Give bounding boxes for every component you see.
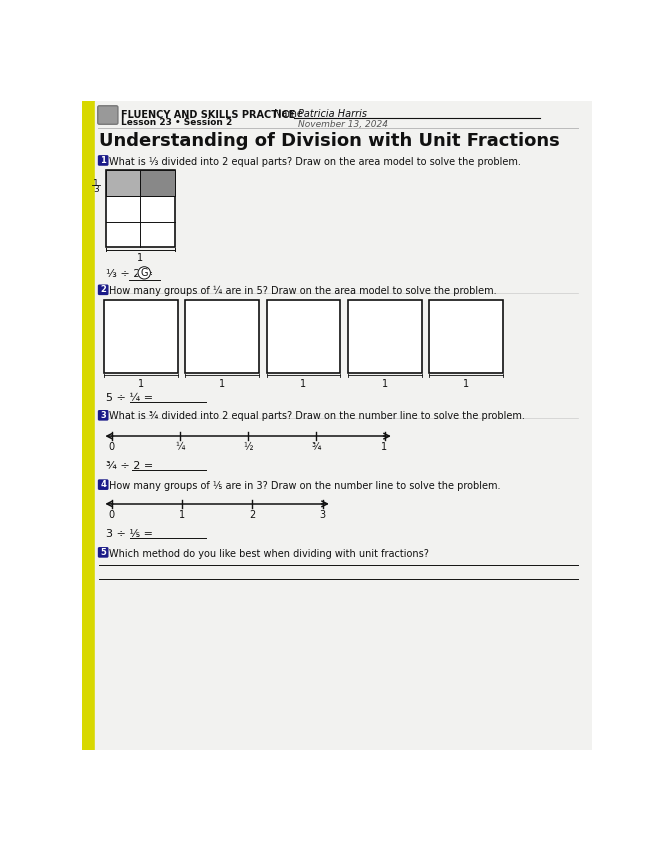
Bar	[430, 300, 503, 373]
Text: 0: 0	[109, 443, 114, 453]
Text: Patricia Harris: Patricia Harris	[297, 109, 367, 119]
Bar	[105, 170, 175, 248]
Text: 1: 1	[301, 379, 307, 389]
Text: ¾ ÷ 2 =: ¾ ÷ 2 =	[105, 461, 153, 470]
Text: FLUENCY AND SKILLS PRACTICE: FLUENCY AND SKILLS PRACTICE	[121, 110, 295, 121]
Text: ¾: ¾	[311, 443, 321, 453]
Text: 3 ÷ ⅕ =: 3 ÷ ⅕ =	[105, 529, 153, 539]
Bar	[140, 170, 175, 196]
Text: 1: 1	[179, 510, 185, 520]
Text: How many groups of ⅕ are in 3? Draw on the number line to solve the problem.: How many groups of ⅕ are in 3? Draw on t…	[109, 481, 501, 491]
Text: How many groups of ¼ are in 5? Draw on the area model to solve the problem.: How many groups of ¼ are in 5? Draw on t…	[109, 286, 497, 296]
Bar	[266, 300, 340, 373]
Text: ⅓ ÷ 2 =: ⅓ ÷ 2 =	[105, 269, 153, 279]
FancyBboxPatch shape	[98, 105, 118, 124]
Text: 3: 3	[93, 185, 99, 194]
Circle shape	[138, 266, 151, 279]
Text: 5 ÷ ¼ =: 5 ÷ ¼ =	[105, 393, 153, 403]
FancyBboxPatch shape	[99, 548, 108, 557]
FancyBboxPatch shape	[99, 285, 108, 294]
Text: 1: 1	[382, 443, 388, 453]
Text: 3: 3	[319, 510, 326, 520]
Text: 1: 1	[93, 179, 99, 188]
Bar	[82, 101, 95, 750]
Bar	[186, 300, 259, 373]
Text: 1: 1	[100, 156, 106, 165]
FancyBboxPatch shape	[99, 411, 108, 420]
Text: Lesson 23 • Session 2: Lesson 23 • Session 2	[121, 118, 232, 127]
Text: Which method do you like best when dividing with unit fractions?: Which method do you like best when divid…	[109, 549, 429, 559]
Text: ¼: ¼	[175, 443, 185, 453]
Text: 1: 1	[219, 379, 225, 389]
Text: 2: 2	[100, 285, 106, 294]
Bar	[348, 300, 422, 373]
Text: Name: Name	[274, 109, 303, 119]
Text: 0: 0	[109, 510, 114, 520]
Text: What is ⅓ divided into 2 equal parts? Draw on the area model to solve the proble: What is ⅓ divided into 2 equal parts? Dr…	[109, 157, 521, 167]
Text: 1: 1	[138, 253, 143, 263]
Text: 1: 1	[463, 379, 469, 389]
Text: ½: ½	[243, 443, 253, 453]
Text: November 13, 2024: November 13, 2024	[297, 120, 388, 129]
Text: 1: 1	[382, 379, 388, 389]
FancyBboxPatch shape	[99, 480, 108, 489]
Bar	[105, 170, 140, 196]
Text: 5: 5	[100, 548, 106, 557]
Text: What is ¾ divided into 2 equal parts? Draw on the number line to solve the probl: What is ¾ divided into 2 equal parts? Dr…	[109, 411, 525, 422]
Text: G: G	[141, 268, 148, 278]
FancyBboxPatch shape	[99, 156, 108, 165]
Text: Understanding of Division with Unit Fractions: Understanding of Division with Unit Frac…	[99, 132, 560, 150]
Text: 1: 1	[138, 379, 144, 389]
Bar	[104, 300, 178, 373]
Text: 3: 3	[100, 411, 106, 420]
Text: 4: 4	[100, 481, 106, 489]
Text: 2: 2	[249, 510, 255, 520]
